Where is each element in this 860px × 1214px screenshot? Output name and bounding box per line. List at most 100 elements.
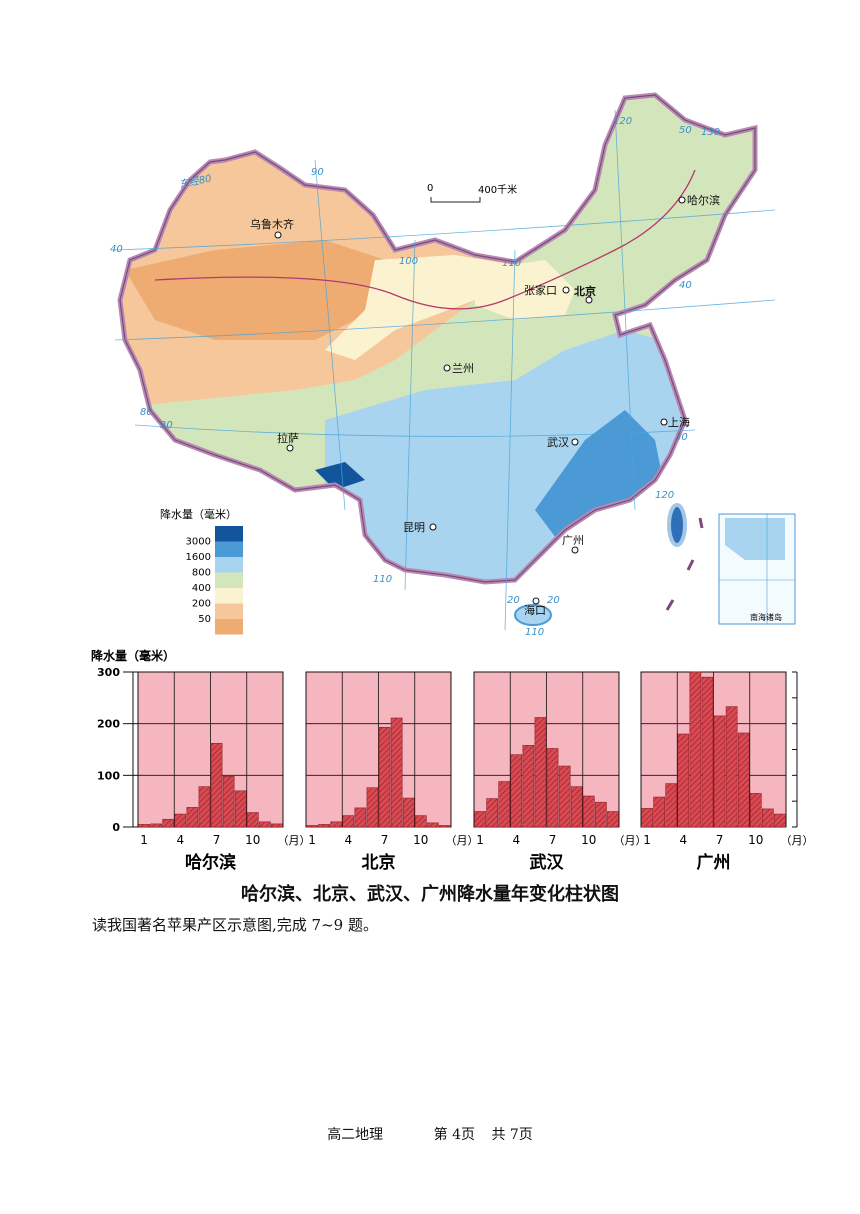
graticule-label: 100 [399, 256, 418, 267]
graticule-label: 110 [525, 627, 544, 635]
x-unit-label: （月） [446, 834, 479, 847]
graticule-label: 120 [613, 116, 632, 127]
bar [474, 811, 486, 828]
bar [174, 813, 187, 828]
city-lhasa: 拉萨 [277, 431, 299, 452]
graticule-label: 90 [311, 167, 324, 178]
city-shanghai: 上海 [660, 415, 690, 429]
bar [737, 732, 750, 828]
bar [222, 776, 235, 828]
south-china-sea-inset: 南海诸岛 [718, 513, 796, 625]
city-guangzhou: 广州 [562, 534, 584, 554]
bar [749, 793, 762, 828]
legend-swatch [215, 603, 243, 619]
x-tick-label: 7 [381, 833, 389, 847]
graticule-label: 20 [507, 595, 520, 606]
x-unit-label: （月） [614, 834, 647, 847]
x-tick-label: 7 [716, 833, 724, 847]
chart-title: 哈尔滨 [185, 852, 236, 870]
bar [534, 717, 547, 828]
bar [522, 745, 535, 828]
city-zhangjiakou: 张家口 [524, 283, 570, 297]
bar [677, 733, 690, 828]
bar [366, 787, 379, 828]
city-harbin: 哈尔滨 [678, 193, 720, 207]
bar [198, 786, 211, 828]
svg-text:拉萨: 拉萨 [277, 431, 299, 445]
chart-title: 广州 [697, 852, 731, 870]
footer-subject: 高二地理 [327, 1127, 384, 1143]
bar [162, 818, 175, 828]
chart-panel: 1 4 7 10 （月） 北京 [305, 671, 479, 870]
x-tick-label: 1 [308, 833, 316, 847]
legend-label: 3000 [186, 537, 211, 548]
svg-text:海口: 海口 [524, 603, 546, 617]
graticule-label: 120 [655, 490, 674, 501]
bar [138, 824, 150, 828]
city-lanzhou: 兰州 [443, 362, 474, 375]
bar [498, 781, 511, 828]
bar [414, 815, 427, 828]
x-tick-label: 4 [512, 833, 520, 847]
city-beijing: 北京 [574, 284, 596, 304]
legend-label: 1600 [186, 552, 211, 563]
x-tick-label: 4 [679, 833, 687, 847]
city-wuhan: 武汉 [547, 436, 579, 449]
svg-text:广州: 广州 [562, 534, 584, 547]
inset-label: 南海诸岛 [750, 612, 782, 622]
scale-label: 400千米 [478, 183, 517, 196]
y-tick-label: 300 [97, 666, 120, 679]
bar [259, 821, 271, 828]
x-unit-label: （月） [278, 834, 311, 847]
bar [701, 676, 714, 828]
bar [713, 715, 726, 828]
precipitation-map: 0 400千米 东经80 90 100 110 120 130 50 40 40… [110, 90, 796, 635]
bar [354, 807, 367, 828]
legend-swatch [215, 572, 243, 588]
svg-text:昆明: 昆明 [403, 521, 425, 534]
bar [486, 798, 498, 828]
svg-text:北京: 北京 [574, 284, 596, 298]
x-tick-label: 4 [176, 833, 184, 847]
chart-y-axis: 300 200 100 0 [97, 666, 798, 834]
bar [318, 824, 330, 828]
x-tick-label: 1 [476, 833, 484, 847]
scale-zero: 0 [427, 183, 433, 194]
bar [271, 823, 283, 828]
x-tick-label: 1 [140, 833, 148, 847]
legend-label: 50 [198, 614, 211, 625]
svg-text:乌鲁木齐: 乌鲁木齐 [250, 217, 294, 231]
graticule-label: 20 [547, 595, 560, 606]
legend-label: 200 [192, 599, 211, 610]
chart-title: 北京 [362, 852, 396, 870]
city-urumqi: 乌鲁木齐 [250, 217, 294, 239]
bar [150, 823, 162, 828]
bar [653, 796, 665, 828]
city-haikou: 海口 [524, 597, 546, 617]
bar [246, 812, 259, 828]
figure-title: 哈尔滨、北京、武汉、广州降水量年变化柱状图 [241, 884, 619, 905]
x-tick-label: 10 [245, 833, 260, 847]
legend-label: 400 [192, 583, 211, 594]
x-tick-label: 7 [213, 833, 221, 847]
bar [390, 717, 403, 828]
x-tick-label: 1 [643, 833, 651, 847]
svg-text:武汉: 武汉 [547, 436, 569, 449]
bar [439, 825, 451, 828]
graticule-label: 110 [373, 574, 392, 585]
svg-text:哈尔滨: 哈尔滨 [687, 193, 720, 207]
bar [762, 808, 774, 828]
graticule-label: 130 [701, 127, 720, 138]
bar [427, 822, 439, 828]
legend-swatch [215, 526, 243, 542]
precipitation-charts: 降水量（毫米） 300 200 100 0 1 4 7 10 （月） 哈尔滨 1 4 7 10 （月） 北京… [91, 648, 814, 870]
graticule-label: 40 [110, 244, 123, 255]
bar [570, 786, 583, 828]
bar [665, 783, 678, 828]
question-instruction: 读我国著名苹果产区示意图,完成 7~9 题。 [92, 916, 378, 934]
x-tick-label: 10 [748, 833, 763, 847]
bar [689, 671, 702, 828]
bar [774, 813, 786, 828]
legend-label: 800 [192, 568, 211, 579]
bar [725, 706, 738, 828]
